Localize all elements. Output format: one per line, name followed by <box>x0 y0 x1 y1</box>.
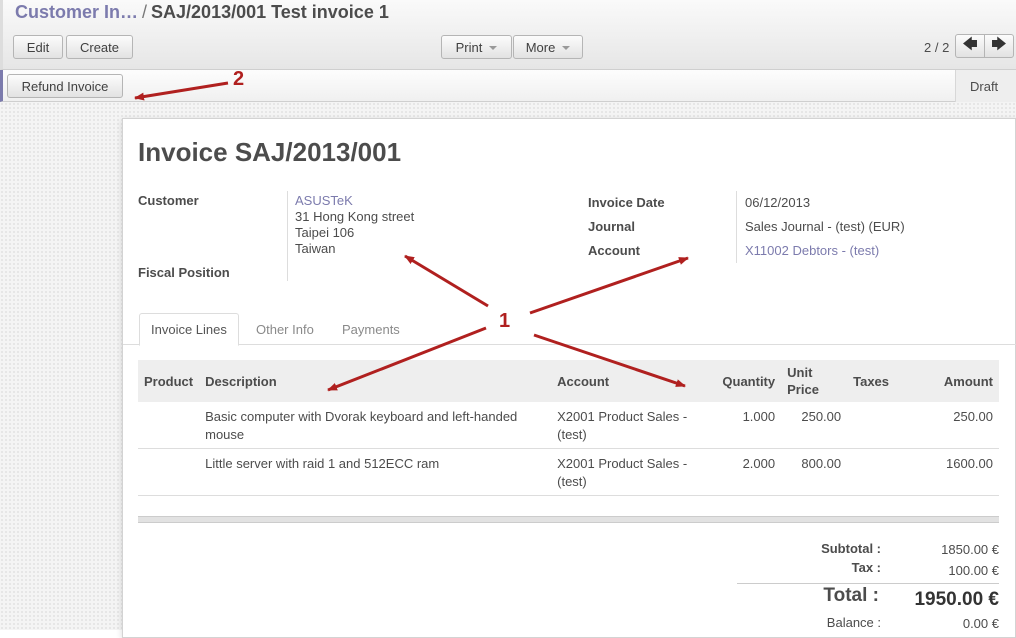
cell-quantity: 1.000 <box>701 402 782 449</box>
table-row[interactable]: Basic computer with Dvorak keyboard and … <box>138 402 999 449</box>
invoice-date-value: 06/12/2013 <box>745 195 811 210</box>
col-taxes[interactable]: Taxes <box>847 360 908 402</box>
annotation-arrow <box>404 254 489 308</box>
balance-value: 0.00 € <box>962 616 999 631</box>
print-label: Print <box>455 39 483 55</box>
customer-label: Customer <box>138 193 199 208</box>
cell-quantity: 2.000 <box>701 448 782 496</box>
arrow-left-icon: 🡄 <box>962 35 978 53</box>
tab-invoice-lines[interactable]: Invoice Lines <box>139 313 239 346</box>
annotation-label-2: 2 <box>233 68 244 90</box>
tab-bar: Invoice Lines Other Info Payments <box>123 313 1016 346</box>
invoice-date-label: Invoice Date <box>588 195 665 210</box>
annotation-arrow <box>529 256 689 315</box>
cell-description: Little server with raid 1 and 512ECC ram <box>199 448 552 496</box>
total-value: 1950.00 € <box>914 589 999 610</box>
subtotal-value: 1850.00 € <box>941 542 999 557</box>
fiscal-position-label: Fiscal Position <box>138 265 230 280</box>
more-label: More <box>525 39 556 55</box>
invoice-lines-table: Product Description Account Quantity Uni… <box>138 360 999 496</box>
annotation-label-1: 1 <box>499 310 510 332</box>
balance-label: Balance : <box>826 615 881 630</box>
cell-amount: 1600.00 <box>907 448 999 496</box>
tab-payments[interactable]: Payments <box>342 321 400 337</box>
status-bar: Refund Invoice Draft <box>0 70 1016 102</box>
col-amount[interactable]: Amount <box>907 360 999 402</box>
journal-value: Sales Journal - (test) (EUR) <box>745 219 905 234</box>
col-description[interactable]: Description <box>199 360 552 402</box>
edit-button[interactable]: Edit <box>13 35 63 59</box>
total-label: Total : <box>823 585 879 606</box>
subtotal-label: Subtotal : <box>821 541 881 556</box>
breadcrumb-current: SAJ/2013/001 Test invoice 1 <box>151 2 389 22</box>
col-unit-price[interactable]: Unit Price <box>781 360 848 402</box>
previous-record-button[interactable]: 🡄 <box>955 34 985 58</box>
cell-account: X2001 Product Sales - (test) <box>551 402 702 449</box>
invoice-sheet: Invoice SAJ/2013/001 Customer ASUSTeK 31… <box>122 118 1016 638</box>
cell-taxes <box>847 448 908 496</box>
tax-value: 100.00 € <box>948 563 999 578</box>
cell-account: X2001 Product Sales - (test) <box>551 448 702 496</box>
address-line: Taiwan <box>295 241 336 256</box>
cell-product <box>138 402 200 449</box>
breadcrumb-parent-link[interactable]: Customer In… <box>15 2 139 22</box>
customer-link[interactable]: ASUSTeK <box>295 193 353 208</box>
journal-label: Journal <box>588 219 635 234</box>
caret-down-icon <box>562 46 571 50</box>
table-header-row: Product Description Account Quantity Uni… <box>138 360 999 402</box>
totals-divider <box>737 583 999 584</box>
address-line: Taipei 106 <box>295 225 355 240</box>
annotation-arrow <box>327 326 487 392</box>
breadcrumb: Customer In… / SAJ/2013/001 Test invoice 1 <box>15 2 389 23</box>
create-button[interactable]: Create <box>66 35 133 59</box>
cell-unit-price: 250.00 <box>781 402 848 449</box>
col-quantity[interactable]: Quantity <box>701 360 782 402</box>
cell-amount: 250.00 <box>907 402 999 449</box>
col-product[interactable]: Product <box>138 360 200 402</box>
invoice-title: Invoice SAJ/2013/001 <box>138 137 402 167</box>
breadcrumb-separator: / <box>142 2 148 22</box>
annotation-arrow <box>134 81 229 101</box>
arrow-right-icon: 🡆 <box>991 35 1007 53</box>
tab-other-info[interactable]: Other Info <box>256 321 314 337</box>
cell-description: Basic computer with Dvorak keyboard and … <box>199 402 552 449</box>
divider <box>287 191 288 281</box>
caret-down-icon <box>489 46 498 50</box>
address-line: 31 Hong Kong street <box>295 209 415 224</box>
control-header: Customer In… / SAJ/2013/001 Test invoice 1… <box>0 0 1016 70</box>
cell-unit-price: 800.00 <box>781 448 848 496</box>
print-dropdown[interactable]: Print <box>441 35 512 59</box>
next-record-button[interactable]: 🡆 <box>984 34 1014 58</box>
more-dropdown[interactable]: More <box>513 35 583 59</box>
status-draft[interactable]: Draft <box>955 70 1016 102</box>
refund-invoice-button[interactable]: Refund Invoice <box>7 74 123 98</box>
account-link[interactable]: X11002 Debtors - (test) <box>745 243 880 258</box>
table-row[interactable]: Little server with raid 1 and 512ECC ram… <box>138 448 999 496</box>
pager-value: 2 / 2 <box>924 40 950 55</box>
account-label: Account <box>588 243 640 258</box>
tax-label: Tax : <box>851 560 881 575</box>
table-footer <box>138 516 999 523</box>
annotation-arrow <box>533 333 686 388</box>
cell-taxes <box>847 402 908 449</box>
cell-product <box>138 448 200 496</box>
divider <box>736 191 737 263</box>
